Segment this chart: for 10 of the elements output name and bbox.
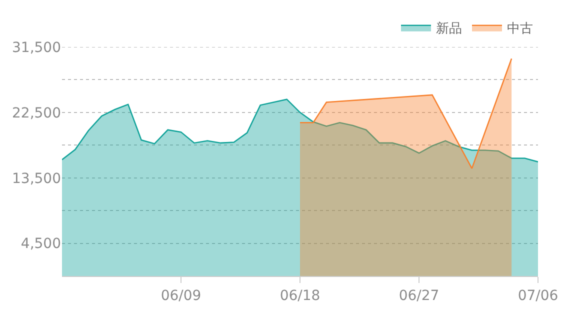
legend-label: 新品	[436, 21, 462, 36]
legend-label: 中古	[507, 21, 533, 36]
y-tick-label: 4,500	[20, 236, 61, 252]
x-tick-label: 06/09	[160, 288, 202, 304]
y-tick-label: 22,500	[12, 105, 61, 122]
x-tick-label: 06/18	[280, 288, 320, 304]
y-tick-label: 13,500	[12, 170, 61, 187]
x-tick-label: 06/27	[398, 288, 440, 304]
x-tick-label: 07/06	[518, 288, 558, 304]
y-tick-label: 31,500	[12, 40, 61, 56]
